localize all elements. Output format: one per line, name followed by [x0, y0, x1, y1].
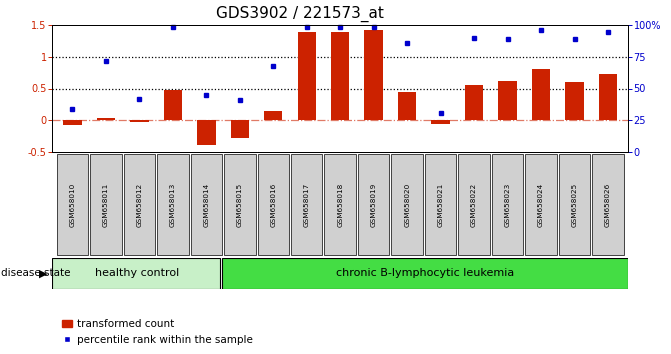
- Bar: [599, 74, 617, 120]
- Bar: [565, 82, 584, 120]
- Bar: [164, 90, 182, 120]
- Title: GDS3902 / 221573_at: GDS3902 / 221573_at: [216, 6, 384, 22]
- Text: GSM658014: GSM658014: [203, 182, 209, 227]
- Text: GSM658013: GSM658013: [170, 182, 176, 227]
- Text: GSM658023: GSM658023: [505, 182, 511, 227]
- Bar: [130, 120, 148, 122]
- Bar: [63, 120, 82, 125]
- Bar: [197, 120, 215, 144]
- Bar: [465, 85, 483, 120]
- Text: chronic B-lymphocytic leukemia: chronic B-lymphocytic leukemia: [336, 268, 514, 279]
- FancyBboxPatch shape: [157, 154, 189, 255]
- Text: GSM658010: GSM658010: [69, 182, 75, 227]
- Bar: [532, 69, 550, 120]
- FancyBboxPatch shape: [52, 258, 220, 289]
- FancyBboxPatch shape: [492, 154, 523, 255]
- Text: GSM658021: GSM658021: [437, 182, 444, 227]
- Text: GSM658015: GSM658015: [237, 182, 243, 227]
- FancyBboxPatch shape: [258, 154, 289, 255]
- Bar: [398, 92, 416, 120]
- FancyBboxPatch shape: [358, 154, 389, 255]
- Legend: transformed count, percentile rank within the sample: transformed count, percentile rank withi…: [58, 315, 258, 349]
- FancyBboxPatch shape: [592, 154, 624, 255]
- Bar: [231, 120, 249, 138]
- FancyBboxPatch shape: [221, 258, 628, 289]
- Bar: [97, 118, 115, 120]
- Text: GSM658019: GSM658019: [370, 182, 376, 227]
- Text: GSM658017: GSM658017: [304, 182, 310, 227]
- Text: GSM658024: GSM658024: [538, 182, 544, 227]
- FancyBboxPatch shape: [224, 154, 256, 255]
- Text: ▶: ▶: [39, 268, 48, 279]
- Text: GSM658022: GSM658022: [471, 182, 477, 227]
- Bar: [264, 111, 282, 120]
- Bar: [331, 33, 350, 120]
- Text: GSM658026: GSM658026: [605, 182, 611, 227]
- FancyBboxPatch shape: [559, 154, 590, 255]
- Text: healthy control: healthy control: [95, 268, 179, 279]
- Text: GSM658012: GSM658012: [136, 182, 142, 227]
- Bar: [297, 33, 316, 120]
- FancyBboxPatch shape: [458, 154, 490, 255]
- Text: GSM658018: GSM658018: [338, 182, 343, 227]
- Bar: [499, 81, 517, 120]
- Text: GSM658011: GSM658011: [103, 182, 109, 227]
- FancyBboxPatch shape: [123, 154, 155, 255]
- FancyBboxPatch shape: [525, 154, 557, 255]
- FancyBboxPatch shape: [56, 154, 88, 255]
- FancyBboxPatch shape: [391, 154, 423, 255]
- Bar: [431, 120, 450, 124]
- Text: disease state: disease state: [1, 268, 71, 279]
- FancyBboxPatch shape: [325, 154, 356, 255]
- Text: GSM658020: GSM658020: [404, 182, 410, 227]
- FancyBboxPatch shape: [425, 154, 456, 255]
- FancyBboxPatch shape: [90, 154, 121, 255]
- Bar: [364, 30, 383, 120]
- FancyBboxPatch shape: [291, 154, 323, 255]
- FancyBboxPatch shape: [191, 154, 222, 255]
- Text: GSM658025: GSM658025: [572, 182, 578, 227]
- Text: GSM658016: GSM658016: [270, 182, 276, 227]
